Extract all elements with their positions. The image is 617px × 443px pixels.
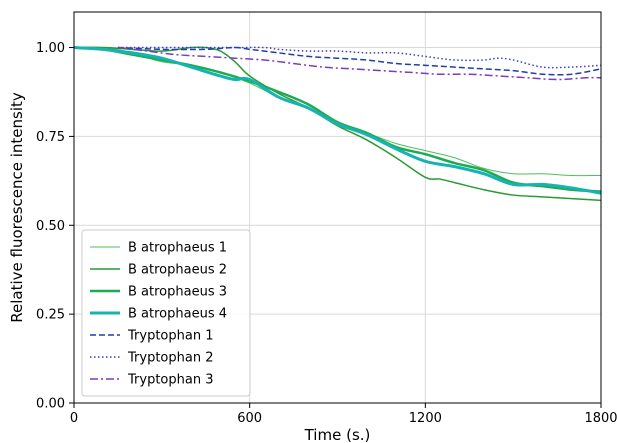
legend-box [81, 229, 251, 397]
x-tick-label: 0 [70, 411, 78, 426]
legend-label: B atrophaeus 2 [128, 263, 227, 278]
y-tick-label: 0.75 [36, 130, 65, 145]
legend-label: Tryptophan 1 [127, 329, 213, 344]
series-line-6 [117, 46, 602, 69]
x-tick-label: 600 [237, 411, 262, 426]
x-tick-label: 1800 [584, 411, 617, 426]
axis-ticks: 0 600 1200 1800 0.00 0.25 0.50 0.75 1.00 [36, 41, 617, 426]
x-tick-label: 1200 [409, 411, 442, 426]
legend-label: B atrophaeus 3 [128, 285, 227, 300]
y-tick-label: 1.00 [36, 41, 65, 56]
series-line-7 [117, 46, 602, 81]
series-lines [73, 46, 602, 202]
legend-label: Tryptophan 3 [127, 373, 213, 388]
series-line-5 [117, 46, 602, 76]
legend: B atrophaeus 1 B atrophaeus 2 B atrophaeus… [81, 229, 251, 397]
legend-label: Tryptophan 2 [127, 351, 213, 366]
x-axis-label: Time (s.) [304, 426, 371, 443]
y-tick-label: 0.50 [36, 219, 65, 234]
y-tick-label: 0.00 [36, 397, 65, 412]
legend-label: B atrophaeus 1 [128, 241, 227, 256]
series-line-3 [73, 46, 602, 193]
series-line-4 [73, 46, 602, 195]
plot-frame [73, 11, 602, 404]
y-tick-label: 0.25 [36, 308, 65, 323]
y-axis-label: Relative fluorescence intensity [8, 92, 26, 323]
legend-label: B atrophaeus 4 [128, 307, 227, 322]
